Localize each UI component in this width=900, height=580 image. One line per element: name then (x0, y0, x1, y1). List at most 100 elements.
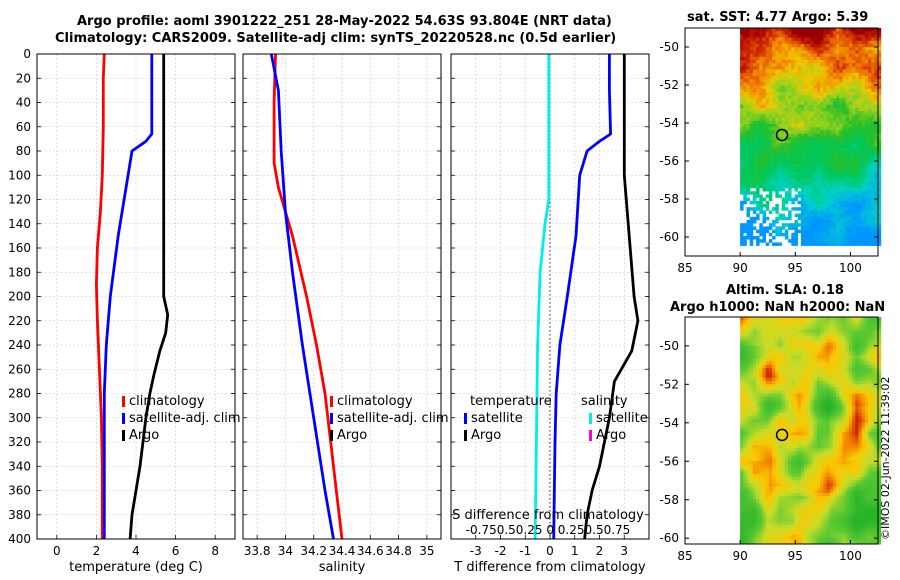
sst-cell (855, 220, 859, 224)
sst-cell (845, 117, 850, 122)
sst-cell (826, 72, 830, 77)
sla-cell (852, 371, 856, 375)
temperature-xtick-label: 8 (211, 544, 219, 558)
salinity-xtick-label: 34.8 (385, 544, 412, 558)
sst-cell (868, 82, 872, 86)
sla-cell (826, 419, 830, 423)
sst-cell (810, 136, 814, 141)
sst-cell (813, 50, 818, 54)
sla-cell (778, 400, 782, 404)
sst-cell (762, 220, 766, 224)
sst-cell (829, 149, 834, 154)
sst-cell (823, 236, 827, 240)
sla-cell (829, 352, 834, 356)
sla-cell (788, 326, 792, 331)
sla-cell (759, 336, 763, 340)
sst-cell (852, 197, 856, 202)
sla-cell (858, 393, 862, 398)
sst-cell (823, 88, 827, 93)
sla-cell (807, 323, 811, 327)
sla-cell (877, 361, 882, 366)
sst-cell (784, 146, 789, 150)
sla-cell (740, 365, 744, 369)
sla-cell (810, 403, 814, 407)
sst-cell (749, 181, 754, 186)
sst-cell (874, 85, 878, 90)
sla-cell (848, 422, 853, 427)
sst-cell (746, 207, 750, 211)
sla-cell (807, 358, 811, 363)
sst-cell (823, 47, 827, 51)
sst-cell (807, 236, 811, 240)
sla-cell (778, 393, 782, 398)
depth-tick-label: 100 (8, 168, 31, 182)
sst-cell (765, 50, 770, 54)
sst-cell (858, 95, 862, 99)
sla-cell (768, 320, 773, 324)
sst-cell (877, 191, 882, 195)
sla-cell (826, 355, 830, 359)
sst-cell (813, 104, 818, 109)
sla-cell (845, 365, 850, 369)
sst-cell (864, 197, 869, 202)
sst-cell (791, 82, 795, 86)
sst-cell (800, 159, 805, 163)
sst-cell (826, 127, 830, 131)
sst-cell (871, 188, 875, 192)
sst-cell (765, 44, 770, 48)
sst-cell (765, 188, 770, 192)
sla-cell (816, 342, 821, 347)
sst-cell (826, 66, 830, 70)
sst-cell (868, 98, 872, 102)
sst-cell (848, 232, 853, 237)
sla-cell (788, 445, 792, 449)
sla-cell (800, 384, 805, 388)
sla-cell (848, 339, 853, 343)
sla-cell (858, 352, 862, 356)
sla-cell (752, 429, 757, 433)
sst-cell (784, 56, 789, 61)
sst-cell (740, 79, 744, 83)
sst-cell (823, 140, 827, 144)
sst-cell (829, 79, 834, 83)
sst-cell (791, 165, 795, 170)
sst-cell (762, 210, 766, 214)
sla-cell (752, 384, 757, 388)
sst-cell (768, 34, 773, 38)
sst-cell (861, 162, 866, 166)
sla-cell (762, 422, 766, 427)
sst-cell (836, 124, 840, 128)
sst-cell (852, 165, 856, 170)
sla-cell (868, 416, 872, 420)
sla-cell (861, 409, 866, 414)
sst-cell (807, 98, 811, 102)
sst-cell (788, 130, 792, 134)
sst-cell (842, 194, 846, 198)
sla-cell (845, 400, 850, 404)
sst-cell (848, 28, 853, 32)
sst-cell (784, 120, 789, 125)
sst-cell (749, 191, 754, 195)
sst-cell (813, 28, 818, 32)
sla-cell (816, 345, 821, 350)
sst-cell (836, 184, 840, 189)
sla-cell (743, 403, 747, 407)
sla-cell (871, 377, 875, 382)
sla-cell (813, 374, 818, 379)
sla-cell (868, 352, 872, 356)
sst-cell (800, 207, 805, 211)
sst-cell (788, 117, 792, 122)
sst-cell (842, 47, 846, 51)
sst-cell (874, 95, 878, 99)
sst-cell (781, 60, 786, 64)
sst-cell (829, 204, 834, 208)
sla-cell (868, 317, 872, 321)
sst-cell (861, 197, 866, 202)
sst-cell (772, 242, 776, 246)
sla-cell (868, 432, 872, 436)
sst-cell (848, 146, 853, 150)
sst-cell (762, 239, 766, 243)
sst-cell (874, 242, 878, 246)
sst-cell (858, 232, 862, 237)
sla-cell (829, 409, 834, 414)
